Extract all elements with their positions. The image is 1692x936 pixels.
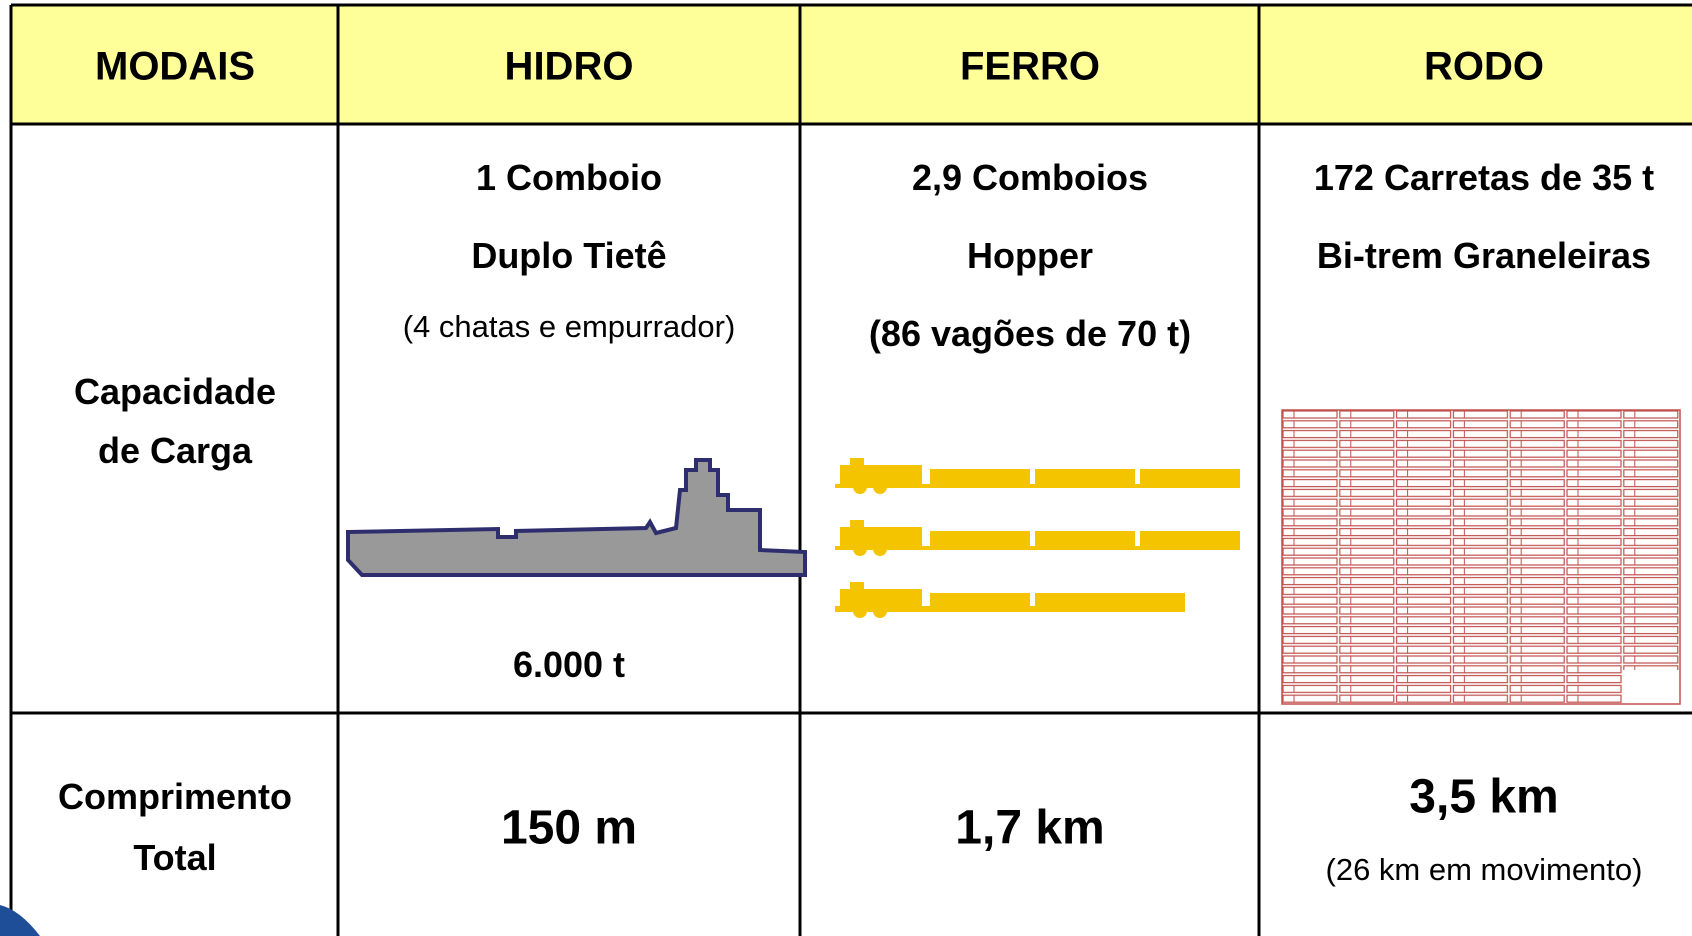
row-label: Capacidade [73,371,277,412]
cell-text: (86 vagões de 70 t) [868,313,1192,354]
cell-text: 1 Comboio [476,157,662,198]
header-cell: MODAIS [95,44,255,89]
truck-icons [1282,410,1680,704]
cell-text: Bi-trem Graneleiras [1316,235,1652,276]
train-icons [835,458,1240,618]
cell-note: (26 km em movimento) [1325,852,1643,887]
cell-text: 172 Carretas de 35 t [1313,157,1655,198]
truck-frame [1281,409,1681,705]
cell-value: 3,5 km [1409,770,1559,824]
corner-decoration [0,905,40,936]
cell-text: 2,9 Comboios [911,157,1149,198]
cell-note: (4 chatas e empurrador) [402,309,736,344]
cell-text: 6.000 t [512,644,626,685]
cell-value: 150 m [500,801,638,855]
ship-icon [346,458,807,577]
cell-text: Duplo Tietê [471,235,667,276]
grid [9,3,1692,936]
header-background [11,5,1692,124]
header-cell: FERRO [960,44,1100,89]
header-cell: HIDRO [504,44,634,89]
header-cell: RODO [1424,44,1544,89]
truck-gap [1623,670,1681,705]
row-label: de Carga [97,430,253,471]
row-label: Comprimento [58,776,292,817]
cell-text: Hopper [967,235,1093,276]
row-label: Total [133,837,217,878]
cell-value: 1,7 km [955,801,1105,855]
